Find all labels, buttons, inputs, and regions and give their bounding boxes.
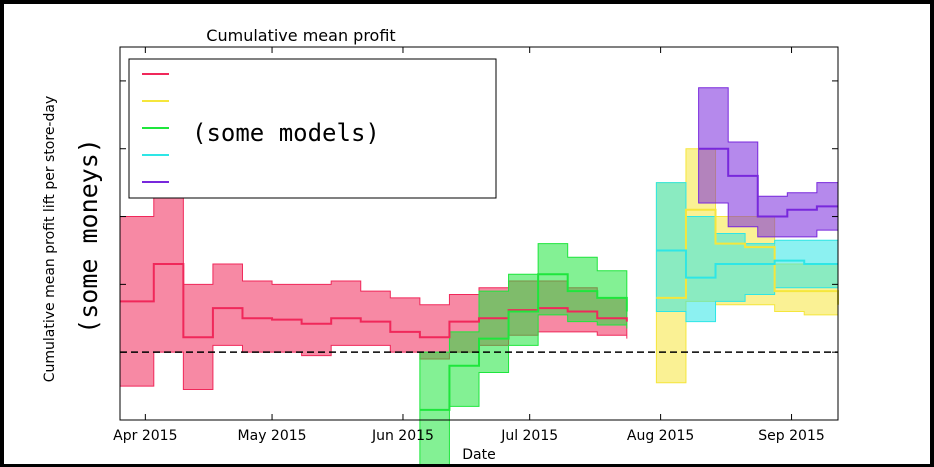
y-ticks — [120, 80, 838, 421]
legend-swatches — [142, 73, 169, 183]
series-lines — [120, 147, 839, 411]
x-axis-label: Date — [462, 447, 495, 463]
chart-frame: Apr 2015 May 2015 Jun 2015 Jul 2015 Aug 2015… — [4, 4, 930, 464]
line-series-4 — [656, 249, 838, 279]
x-ticks: Apr 2015 May 2015 Jun 2015 Jul 2015 Aug 2015… — [113, 47, 825, 444]
x-tick-label: Apr 2015 — [113, 428, 177, 444]
x-tick-label: May 2015 — [238, 428, 307, 444]
legend-box — [128, 58, 497, 199]
chart: Apr 2015 May 2015 Jun 2015 Jul 2015 Aug 2015… — [42, 26, 839, 464]
x-tick-label: Sep 2015 — [758, 428, 824, 444]
chart-title: Cumulative mean profit — [206, 26, 395, 45]
legend-overlay-text: (some models) — [192, 119, 380, 147]
line-series-2 — [656, 208, 839, 305]
line-series-1 — [120, 263, 628, 339]
plot-area-border — [119, 46, 839, 421]
y-axis-label: Cumulative mean profit lift per store-da… — [42, 96, 58, 383]
legend: (some models) — [128, 58, 497, 199]
line-series-5 — [698, 147, 838, 218]
y-units-overlay: (some moneys) — [74, 138, 103, 334]
band-series-3 — [419, 243, 628, 464]
x-tick-label: Jul 2015 — [500, 428, 558, 444]
line-series-3 — [419, 273, 628, 411]
band-series-5 — [698, 87, 839, 238]
x-tick-label: Jun 2015 — [371, 428, 434, 444]
x-tick-label: Aug 2015 — [627, 428, 694, 444]
